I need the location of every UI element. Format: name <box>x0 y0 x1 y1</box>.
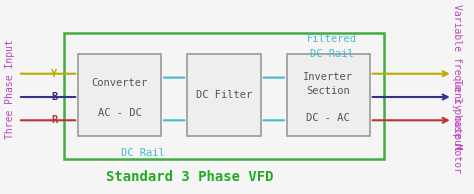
Text: DC Rail: DC Rail <box>121 148 164 158</box>
FancyBboxPatch shape <box>78 54 161 136</box>
Text: Variable frequency output: Variable frequency output <box>452 4 463 151</box>
Text: DC - AC: DC - AC <box>306 113 350 123</box>
Text: Inverter: Inverter <box>303 72 353 82</box>
Text: AC - DC: AC - DC <box>98 108 142 118</box>
Text: Converter: Converter <box>91 78 148 88</box>
Text: B: B <box>51 92 57 102</box>
Text: Standard 3 Phase VFD: Standard 3 Phase VFD <box>106 170 273 184</box>
Text: DC Rail: DC Rail <box>310 49 354 59</box>
FancyBboxPatch shape <box>187 54 261 136</box>
Text: To 3 phase Motor: To 3 phase Motor <box>452 79 463 173</box>
Text: Filtered: Filtered <box>307 34 357 44</box>
Text: Section: Section <box>306 86 350 96</box>
Text: Three Phase Input: Three Phase Input <box>5 39 16 139</box>
Text: DC Filter: DC Filter <box>196 90 252 100</box>
Text: R: R <box>51 115 57 125</box>
Text: Y: Y <box>51 69 57 79</box>
FancyBboxPatch shape <box>287 54 370 136</box>
